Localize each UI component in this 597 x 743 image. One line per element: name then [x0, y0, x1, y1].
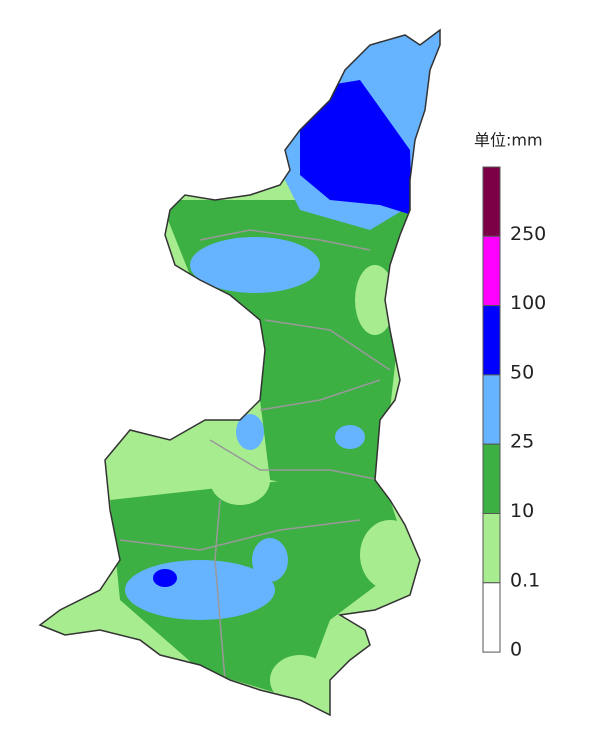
- legend-swatch: [482, 513, 501, 584]
- legend-label: 0: [510, 639, 522, 661]
- legend-label: 10: [510, 500, 534, 522]
- legend-label: 100: [510, 292, 546, 314]
- legend-label: 250: [510, 223, 546, 245]
- legend-label: 25: [510, 431, 534, 453]
- legend-label: 0.1: [510, 569, 540, 591]
- legend-label: 50: [510, 361, 534, 383]
- legend: 250 100 50 25 10 0.1 0: [482, 166, 546, 661]
- legend-swatch: [482, 235, 501, 307]
- legend-swatch: [482, 305, 501, 376]
- legend-title: 单位:mm: [474, 131, 543, 150]
- legend-swatch: [482, 166, 501, 237]
- legend-swatch: [482, 582, 501, 653]
- legend-swatch: [482, 374, 501, 445]
- legend-swatch: [482, 443, 501, 515]
- map-fill: [40, 30, 440, 715]
